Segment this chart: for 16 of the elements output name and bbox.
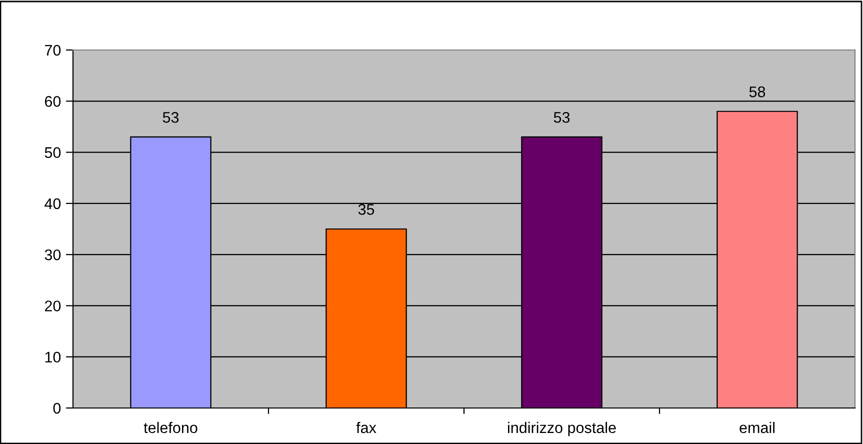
data-label: 53 — [554, 112, 570, 123]
y-tick-label: 0 — [53, 402, 61, 414]
y-tick-label: 70 — [44, 44, 61, 56]
x-tick-label: fax — [356, 422, 376, 434]
x-tick-label: telefono — [144, 422, 198, 434]
y-tick-label: 40 — [44, 198, 61, 210]
y-tick-label: 30 — [44, 249, 61, 260]
data-label: 58 — [749, 86, 766, 98]
data-label: 35 — [358, 204, 374, 215]
data-label: 53 — [162, 112, 179, 123]
y-tick-label: 60 — [44, 96, 61, 107]
y-tick-label: 10 — [45, 352, 61, 363]
x-tick-label: email — [740, 422, 774, 434]
x-tick-label: indirizzo postale — [508, 422, 616, 436]
y-tick-label: 50 — [44, 147, 61, 158]
y-tick-label: 20 — [44, 300, 61, 312]
